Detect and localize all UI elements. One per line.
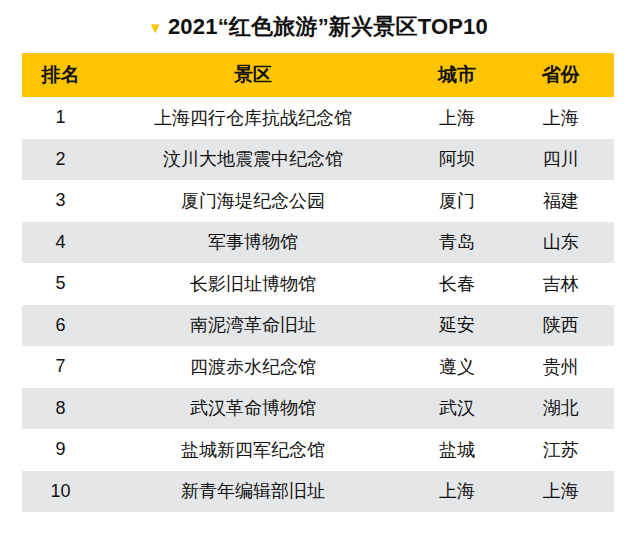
cell-city: 上海 [407, 97, 508, 139]
cell-scenic-spot: 厦门海堤纪念公园 [99, 180, 407, 222]
cell-rank: 1 [22, 97, 99, 139]
cell-rank: 7 [22, 346, 99, 388]
table-row: 10新青年编辑部旧址上海上海 [22, 471, 614, 513]
page-title: ▼ 2021“红色旅游”新兴景区TOP10 [0, 0, 636, 53]
table-row: 1上海四行仓库抗战纪念馆上海上海 [22, 97, 614, 139]
cell-city: 阿坝 [407, 139, 508, 181]
column-header-province: 省份 [507, 53, 614, 97]
cell-province: 江苏 [507, 429, 614, 471]
cell-scenic-spot: 南泥湾革命旧址 [99, 305, 407, 347]
cell-city: 武汉 [407, 388, 508, 430]
cell-province: 上海 [507, 471, 614, 513]
column-header-city: 城市 [407, 53, 508, 97]
table-row: 3厦门海堤纪念公园厦门福建 [22, 180, 614, 222]
cell-city: 遵义 [407, 346, 508, 388]
cell-rank: 4 [22, 222, 99, 264]
cell-scenic-spot: 上海四行仓库抗战纪念馆 [99, 97, 407, 139]
table-row: 5长影旧址博物馆长春吉林 [22, 263, 614, 305]
cell-city: 长春 [407, 263, 508, 305]
cell-city: 青岛 [407, 222, 508, 264]
cell-scenic-spot: 汶川大地震震中纪念馆 [99, 139, 407, 181]
cell-province: 山东 [507, 222, 614, 264]
cell-city: 上海 [407, 471, 508, 513]
cell-province: 贵州 [507, 346, 614, 388]
cell-rank: 9 [22, 429, 99, 471]
cell-rank: 3 [22, 180, 99, 222]
cell-scenic-spot: 盐城新四军纪念馆 [99, 429, 407, 471]
cell-scenic-spot: 四渡赤水纪念馆 [99, 346, 407, 388]
table-body: 1上海四行仓库抗战纪念馆上海上海2汶川大地震震中纪念馆阿坝四川3厦门海堤纪念公园… [22, 97, 614, 512]
cell-rank: 2 [22, 139, 99, 181]
cell-province: 上海 [507, 97, 614, 139]
cell-province: 四川 [507, 139, 614, 181]
cell-scenic-spot: 长影旧址博物馆 [99, 263, 407, 305]
table-row: 2汶川大地震震中纪念馆阿坝四川 [22, 139, 614, 181]
cell-province: 福建 [507, 180, 614, 222]
cell-city: 延安 [407, 305, 508, 347]
cell-city: 盐城 [407, 429, 508, 471]
table-header-row: 排名景区城市省份 [22, 53, 614, 97]
column-header-scenic-spot: 景区 [99, 53, 407, 97]
table-row: 4军事博物馆青岛山东 [22, 222, 614, 264]
cell-rank: 6 [22, 305, 99, 347]
column-header-rank: 排名 [22, 53, 99, 97]
page-title-text: 2021“红色旅游”新兴景区TOP10 [168, 12, 488, 42]
cell-city: 厦门 [407, 180, 508, 222]
table-row: 6南泥湾革命旧址延安陕西 [22, 305, 614, 347]
cell-rank: 8 [22, 388, 99, 430]
cell-scenic-spot: 军事博物馆 [99, 222, 407, 264]
table-row: 9盐城新四军纪念馆盐城江苏 [22, 429, 614, 471]
table-row: 7四渡赤水纪念馆遵义贵州 [22, 346, 614, 388]
cell-province: 吉林 [507, 263, 614, 305]
cell-rank: 10 [22, 471, 99, 513]
cell-province: 湖北 [507, 388, 614, 430]
cell-scenic-spot: 新青年编辑部旧址 [99, 471, 407, 513]
table-row: 8武汉革命博物馆武汉湖北 [22, 388, 614, 430]
cell-scenic-spot: 武汉革命博物馆 [99, 388, 407, 430]
triangle-down-icon: ▼ [148, 20, 163, 35]
cell-province: 陕西 [507, 305, 614, 347]
cell-rank: 5 [22, 263, 99, 305]
ranking-table: 排名景区城市省份 1上海四行仓库抗战纪念馆上海上海2汶川大地震震中纪念馆阿坝四川… [22, 53, 614, 512]
